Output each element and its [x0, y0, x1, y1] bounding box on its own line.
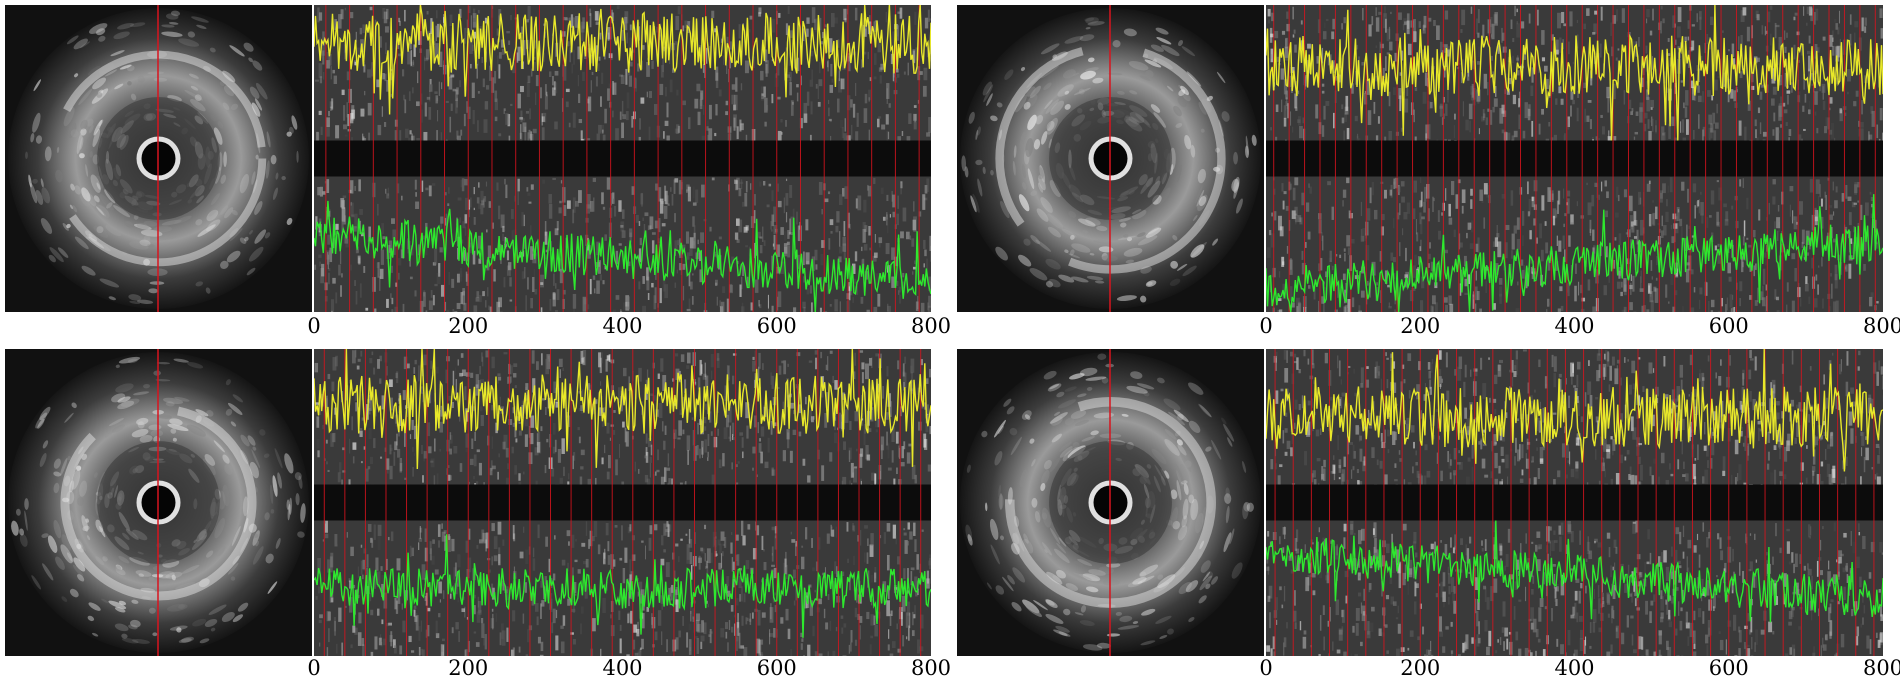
longitudinal-view [314, 5, 931, 312]
longitudinal-image [1266, 349, 1883, 656]
x-tick: 0 [1259, 314, 1272, 338]
x-tick: 200 [448, 656, 488, 680]
x-axis: 0 200 400 600 800 [1266, 314, 1883, 342]
ivus-cross-section [5, 349, 312, 656]
longitudinal-view [1266, 349, 1883, 656]
x-tick: 600 [757, 656, 797, 680]
x-tick: 400 [1554, 656, 1594, 680]
x-axis: 0 200 400 600 800 [1266, 656, 1883, 684]
x-axis: 0 200 400 600 800 [314, 656, 931, 684]
x-tick: 800 [911, 314, 951, 338]
x-tick: 0 [307, 314, 320, 338]
longitudinal-image [314, 349, 931, 656]
ivus-cross-section [957, 349, 1264, 656]
longitudinal-view [314, 349, 931, 656]
longitudinal-image [1266, 5, 1883, 312]
x-tick: 400 [602, 314, 642, 338]
x-tick: 0 [1259, 656, 1272, 680]
x-axis: 0 200 400 600 800 [314, 314, 931, 342]
ivus-image [5, 5, 312, 312]
ivus-cross-section [5, 5, 312, 312]
x-tick: 400 [602, 656, 642, 680]
x-tick: 600 [1709, 656, 1749, 680]
x-tick: 200 [448, 314, 488, 338]
ivus-image [957, 349, 1264, 656]
x-tick: 200 [1400, 314, 1440, 338]
ivus-image [957, 5, 1264, 312]
x-tick: 800 [911, 656, 951, 680]
longitudinal-image [314, 5, 931, 312]
ivus-cross-section [957, 5, 1264, 312]
x-tick: 200 [1400, 656, 1440, 680]
x-tick: 600 [1709, 314, 1749, 338]
x-tick: 400 [1554, 314, 1594, 338]
longitudinal-view [1266, 5, 1883, 312]
x-tick: 800 [1863, 656, 1900, 680]
x-tick: 600 [757, 314, 797, 338]
x-tick: 800 [1863, 314, 1900, 338]
ivus-image [5, 349, 312, 656]
x-tick: 0 [307, 656, 320, 680]
